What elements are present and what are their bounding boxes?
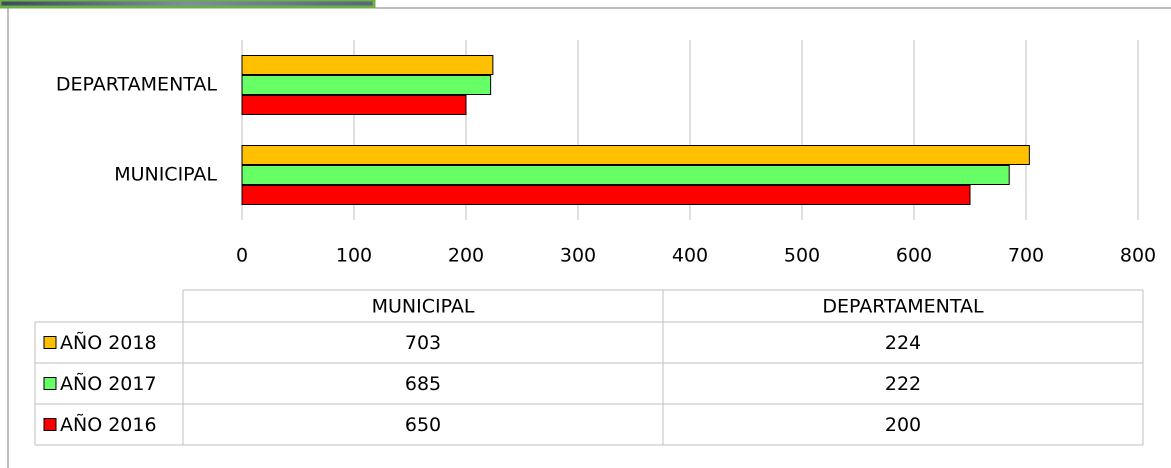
x-tick-label: 400 (672, 245, 708, 267)
legend-swatch (43, 418, 57, 431)
legend-label: AÑO 2017 (60, 372, 157, 395)
bar (241, 95, 467, 115)
x-tick-label: 500 (784, 245, 820, 267)
bar (241, 55, 494, 75)
x-tick-label: 800 (1120, 245, 1156, 267)
header-image (0, 0, 376, 9)
y-tick-label: DEPARTAMENTAL (56, 74, 218, 96)
legend-swatch (43, 377, 57, 390)
table-cell: 703 (405, 332, 441, 354)
table-cell: 650 (405, 414, 441, 436)
table-cell: 224 (885, 332, 921, 354)
table-cell: 222 (885, 373, 921, 395)
frame (7, 7, 1171, 468)
y-tick-label: MUNICIPAL (114, 164, 217, 186)
x-tick-label: 0 (236, 245, 248, 267)
bar (241, 165, 1010, 185)
x-tick-label: 200 (448, 245, 484, 267)
table-cell: 685 (405, 373, 441, 395)
bar (241, 185, 971, 205)
legend-swatch (43, 336, 57, 349)
bar (241, 145, 1030, 165)
table-header: DEPARTAMENTAL (822, 296, 984, 318)
x-tick-label: 600 (896, 245, 932, 267)
table-cell: 200 (885, 414, 921, 436)
x-tick-label: 300 (560, 245, 596, 267)
table-header: MUNICIPAL (372, 296, 475, 318)
x-tick-label: 700 (1008, 245, 1044, 267)
legend-label: AÑO 2018 (60, 331, 157, 354)
bar (241, 75, 492, 95)
legend-label: AÑO 2016 (60, 413, 157, 436)
x-tick-label: 100 (336, 245, 372, 267)
